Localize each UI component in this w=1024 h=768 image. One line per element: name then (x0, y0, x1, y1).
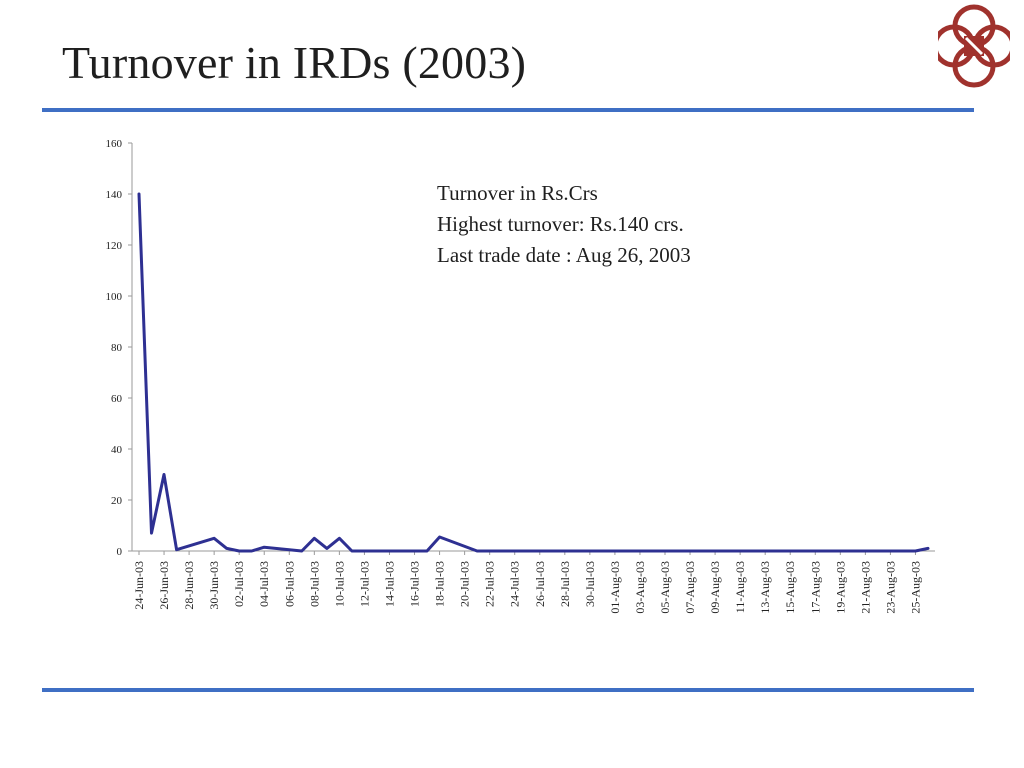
annotation-highest: Highest turnover: Rs.140 crs. (437, 212, 684, 236)
x-tick-label: 28-Jun-03 (182, 561, 196, 610)
x-tick-label: 09-Aug-03 (708, 561, 722, 614)
x-tick-label: 24-Jul-03 (508, 561, 522, 607)
x-tick-label: 26-Jul-03 (533, 561, 547, 607)
x-tick-label: 19-Aug-03 (833, 561, 847, 614)
x-tick-label: 04-Jul-03 (257, 561, 271, 607)
x-tick-label: 17-Aug-03 (808, 561, 822, 614)
turnover-line-chart: 0 20 40 60 80 100 120 140 160 24-Jun-03 26-Jun-03 2… (106, 138, 935, 614)
x-tick-label: 24-Jun-03 (132, 561, 146, 610)
slide-title: Turnover in IRDs (2003) (62, 37, 527, 88)
turnover-series-line (137, 192, 930, 553)
y-tick-label: 120 (106, 240, 123, 252)
bottom-rule (42, 688, 974, 692)
y-tick-label: 40 (111, 444, 123, 456)
top-rule (42, 108, 974, 112)
emblem-icon (938, 4, 1010, 88)
y-tick-label: 0 (117, 546, 123, 558)
x-tick-label: 13-Aug-03 (758, 561, 772, 614)
annotation-last-trade: Last trade date : Aug 26, 2003 (437, 243, 691, 267)
x-tick-label: 06-Jul-03 (282, 561, 296, 607)
x-tick-label: 07-Aug-03 (683, 561, 697, 614)
x-tick-label: 23-Aug-03 (883, 561, 897, 614)
x-tick-label: 12-Jul-03 (357, 561, 371, 607)
x-tick-label: 01-Aug-03 (608, 561, 622, 614)
annotation-unit: Turnover in Rs.Crs (437, 181, 598, 205)
x-tick-label: 14-Jul-03 (382, 561, 396, 607)
y-tick-label: 140 (106, 189, 123, 201)
x-tick-label: 22-Jul-03 (483, 561, 497, 607)
x-tick-label: 11-Aug-03 (733, 561, 747, 613)
x-tick-label: 03-Aug-03 (633, 561, 647, 614)
y-tick-label: 100 (106, 291, 123, 303)
x-tick-label: 25-Aug-03 (908, 561, 922, 614)
x-tick-label: 10-Jul-03 (332, 561, 346, 607)
x-tick-label: 30-Jun-03 (207, 561, 221, 610)
y-tick-label: 160 (106, 138, 123, 150)
x-tick-label: 26-Jun-03 (157, 561, 171, 610)
x-tick-label: 16-Jul-03 (408, 561, 422, 607)
y-tick-label: 60 (111, 393, 123, 405)
x-tick-label: 21-Aug-03 (858, 561, 872, 614)
x-tick-label: 28-Jul-03 (558, 561, 572, 607)
x-tick-label: 18-Jul-03 (433, 561, 447, 607)
chart-annotation: Turnover in Rs.Crs Highest turnover: Rs.… (437, 178, 691, 271)
x-tick-label: 02-Jul-03 (232, 561, 246, 607)
y-tick-label: 20 (111, 495, 123, 507)
x-tick-label: 15-Aug-03 (783, 561, 797, 614)
y-tick-label: 80 (111, 342, 123, 354)
x-tick-label: 05-Aug-03 (658, 561, 672, 614)
x-tick-label: 30-Jul-03 (583, 561, 597, 607)
x-tick-label: 08-Jul-03 (307, 561, 321, 607)
x-tick-label: 20-Jul-03 (458, 561, 472, 607)
